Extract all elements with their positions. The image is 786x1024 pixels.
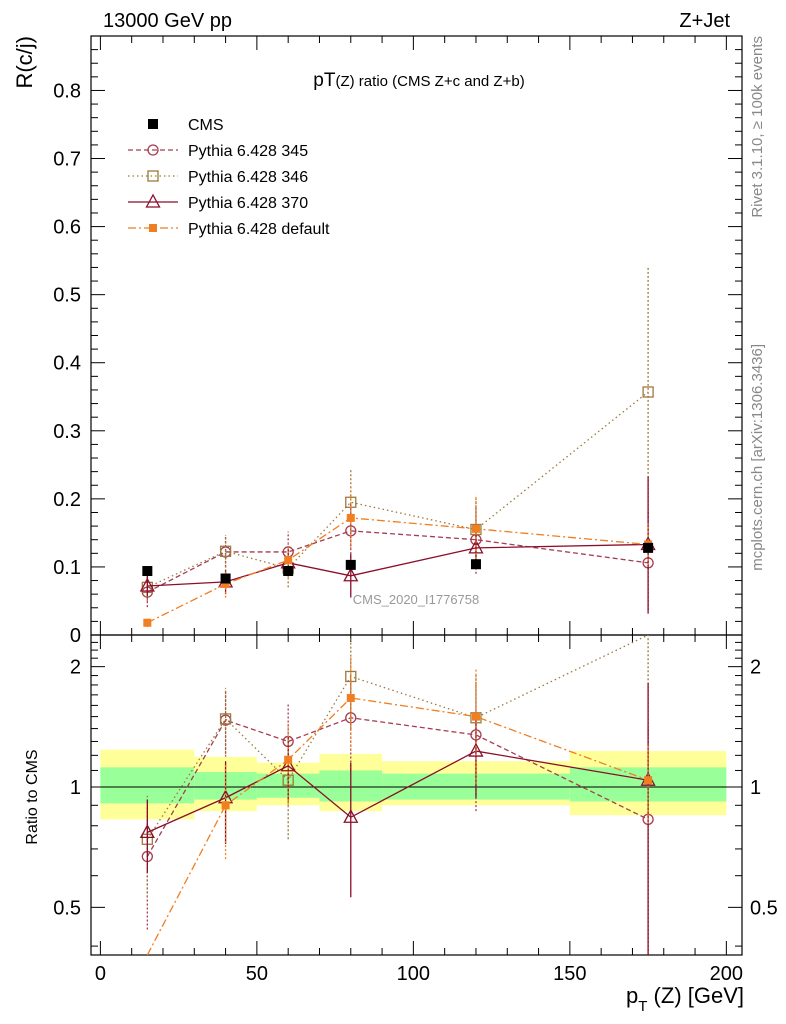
main-series-line (147, 530, 649, 593)
main-series-line (147, 517, 649, 624)
main-panel: 0 0.1 0.2 0.3 0.4 0.5 0.6 0.7 0.8 (53, 35, 743, 647)
main-y-tick-label: 0.1 (53, 557, 81, 579)
main-series-pythia-6-428-346 (141, 266, 654, 601)
ratio-ylabel: Ratio to CMS (24, 749, 41, 844)
main-data-point (343, 567, 359, 582)
main-data-point (470, 559, 481, 570)
main-series-line (147, 543, 649, 587)
main-y-tick-label: 0 (70, 625, 81, 647)
main-ylabel: R(c/j) (12, 36, 37, 89)
x-tick-label: 50 (246, 963, 268, 985)
mcplots-label: mcplots.cern.ch [arXiv:1306.3436] (749, 344, 766, 571)
legend-item: Pythia 6.428 370 (128, 193, 308, 212)
main-data-point (283, 566, 294, 577)
legend-label: CMS (188, 117, 224, 134)
x-axis-label-p: p (626, 983, 638, 1008)
ratio-data-point (343, 808, 359, 823)
ratio-data-point (346, 693, 355, 702)
ratio-y-tick-label-right: 2 (750, 657, 761, 679)
ratio-y-tick-label-left: 1 (70, 777, 81, 799)
x-tick-label: 200 (710, 963, 743, 985)
main-data-point (345, 559, 356, 570)
main-y-tick-label: 0.2 (53, 489, 81, 511)
legend-marker (145, 193, 161, 208)
main-data-point (346, 513, 355, 522)
ratio-data-point (644, 776, 653, 785)
main-title-pt: pT (313, 70, 336, 91)
main-data-point (471, 524, 480, 533)
header-right: Z+Jet (679, 10, 730, 32)
legend-item: Pythia 6.428 346 (128, 169, 308, 186)
legend-label: Pythia 6.428 346 (188, 169, 308, 186)
ratio-y-tick-label-left: 2 (70, 657, 81, 679)
main-y-tick-label: 0.4 (53, 353, 81, 375)
main-series-line (147, 391, 649, 588)
legend-item: Pythia 6.428 default (128, 221, 330, 238)
legend: CMS Pythia 6.428 345 Pythia 6.428 346 Pythi… (128, 117, 330, 238)
ratio-data-point (471, 712, 480, 721)
legend-label: Pythia 6.428 345 (188, 143, 308, 160)
legend-marker (147, 144, 159, 156)
main-data-point (220, 573, 231, 584)
x-tick-label: 100 (397, 963, 430, 985)
main-data-point (221, 579, 230, 588)
rivet-label: Rivet 3.1.10, ≥ 100k events (749, 36, 766, 218)
legend-item: CMS (148, 117, 224, 134)
ratio-series-line (146, 697, 649, 956)
ratio-data-point (219, 713, 232, 725)
main-data-point (643, 542, 654, 553)
x-axis-label-sub: T (638, 998, 647, 1015)
main-data-point (219, 545, 232, 557)
ratio-panel: 0 50 100 150 200 0.5 0.5 1 1 2 2 (53, 634, 778, 985)
main-data-point (642, 386, 654, 398)
main-title: pT(Z) ratio (CMS Z+c and Z+b) (313, 70, 524, 91)
ratio-data-point (284, 755, 293, 764)
legend-marker (147, 170, 159, 182)
main-data-point (139, 577, 155, 592)
main-y-tick-label: 0.5 (53, 285, 81, 307)
x-axis-label-rest: (Z) [GeV] (647, 983, 744, 1008)
legend-label: Pythia 6.428 default (188, 221, 330, 238)
main-data-point (143, 618, 152, 627)
legend-item: Pythia 6.428 345 (128, 143, 308, 160)
header-left: 13000 GeV pp (103, 10, 232, 32)
x-tick-label: 150 (553, 963, 586, 985)
ratio-series-pythia-6-428-370 (139, 683, 656, 955)
ratio-series-line (147, 750, 649, 833)
main-y-tick-label: 0.3 (53, 421, 81, 443)
main-data-point (142, 566, 153, 577)
x-tick-label: 0 (95, 963, 106, 985)
main-series-cms (142, 542, 654, 584)
main-y-tick-label: 0.7 (53, 149, 81, 171)
ratio-y-tick-label-left: 0.5 (53, 897, 81, 919)
main-title-rest: ratio (CMS Z+c and Z+b) (355, 73, 525, 90)
band-inner-0 (100, 767, 195, 804)
main-data-point (284, 556, 293, 565)
ratio-frame (90, 634, 743, 956)
main-y-tick-label: 0.6 (53, 217, 81, 239)
legend-label: Pythia 6.428 370 (188, 195, 308, 212)
ratio-data-point (468, 742, 484, 757)
legend-marker (149, 224, 157, 232)
ratio-y-tick-label-right: 0.5 (750, 897, 778, 919)
ratio-series-pythia-6-428-default (146, 657, 653, 956)
ratio-data-point (280, 757, 296, 772)
watermark: CMS_2020_I1776758 (353, 592, 480, 607)
legend-marker (148, 119, 158, 129)
ratio-series-pythia-6-428-345 (141, 677, 654, 955)
ratio-y-tick-label-right: 1 (750, 777, 761, 799)
main-y-tick-label: 0.8 (53, 80, 81, 102)
ratio-data-point (139, 824, 155, 839)
ratio-data-point (221, 801, 230, 810)
x-axis-label: pT (Z) [GeV] (626, 983, 744, 1015)
main-title-paren: (Z) (335, 73, 354, 90)
